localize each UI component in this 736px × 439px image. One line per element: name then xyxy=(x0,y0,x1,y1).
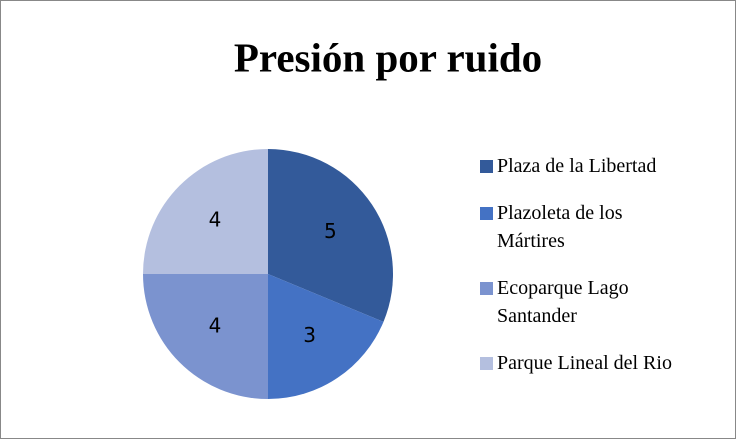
legend-label: Plaza de la Libertad xyxy=(497,155,657,177)
data-label: 3 xyxy=(303,323,316,347)
legend-swatch xyxy=(480,160,493,173)
pie-slice xyxy=(268,149,393,322)
legend-item: Plazoleta de los Mártires xyxy=(476,199,726,255)
data-label: 4 xyxy=(209,207,222,231)
legend-item: Plaza de la Libertad xyxy=(476,152,726,180)
legend-item: Ecoparque Lago Santander xyxy=(476,274,726,330)
legend-swatch xyxy=(480,282,493,295)
legend: Plaza de la Libertad Plazoleta de los Már… xyxy=(476,152,726,396)
pie-slice xyxy=(143,274,268,399)
chart-title: Presión por ruido xyxy=(234,34,542,80)
legend-label: Plazoleta de los Mártires xyxy=(497,202,623,252)
legend-label: Parque Lineal del Rio xyxy=(497,352,672,374)
legend-label: Ecoparque Lago Santander xyxy=(497,277,629,327)
pie-slice xyxy=(143,149,268,274)
legend-item: Parque Lineal del Rio xyxy=(476,349,726,377)
legend-swatch xyxy=(480,207,493,220)
data-label: 5 xyxy=(324,219,337,243)
pie-slice xyxy=(268,274,384,399)
pie: 5 3 4 4 xyxy=(143,149,393,399)
data-label: 4 xyxy=(209,314,222,338)
legend-swatch xyxy=(480,357,493,370)
